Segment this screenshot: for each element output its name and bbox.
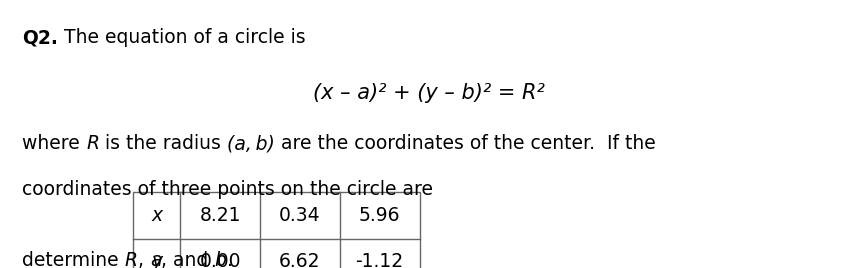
- Text: -1.12: -1.12: [355, 252, 404, 268]
- Text: where: where: [22, 134, 86, 153]
- Text: determine: determine: [22, 251, 125, 268]
- Text: y: y: [151, 252, 162, 268]
- Text: b: b: [214, 251, 227, 268]
- Text: 5.96: 5.96: [359, 206, 401, 225]
- Text: ,: ,: [138, 251, 150, 268]
- Text: 8.21: 8.21: [199, 206, 241, 225]
- Text: 0.00: 0.00: [199, 252, 241, 268]
- Text: x: x: [151, 206, 162, 225]
- Text: R: R: [125, 251, 138, 268]
- Text: The equation of a circle is: The equation of a circle is: [58, 28, 305, 47]
- Text: R: R: [86, 134, 99, 153]
- Text: (a, b): (a, b): [227, 134, 275, 153]
- Text: 6.62: 6.62: [279, 252, 321, 268]
- Bar: [133, 192, 420, 268]
- Text: a: a: [150, 251, 161, 268]
- Text: coordinates of three points on the circle are: coordinates of three points on the circl…: [22, 180, 433, 199]
- Text: are the coordinates of the center.  If the: are the coordinates of the center. If th…: [275, 134, 656, 153]
- Text: , and: , and: [161, 251, 214, 268]
- Text: Q2.: Q2.: [22, 28, 58, 47]
- Text: 0.34: 0.34: [279, 206, 321, 225]
- Text: (x – a)² + (y – b)² = R²: (x – a)² + (y – b)² = R²: [313, 83, 545, 103]
- Text: is the radius: is the radius: [99, 134, 227, 153]
- Text: .: .: [227, 251, 233, 268]
